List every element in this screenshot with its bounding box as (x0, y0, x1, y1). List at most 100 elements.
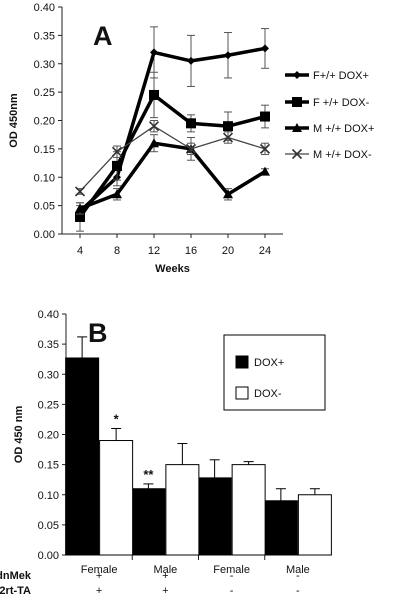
legend-entry: M +/+ DOX- (313, 149, 372, 161)
diamond-marker (293, 71, 301, 79)
y-tick-label: 0.15 (38, 460, 59, 472)
bar (131, 488, 166, 556)
legend-entry: DOX+ (254, 357, 284, 369)
bar (65, 357, 100, 556)
row-value: - (230, 570, 234, 582)
y-tick-label: 0.05 (34, 201, 55, 213)
x-marker (74, 186, 86, 197)
x-tick-label: 16 (185, 245, 197, 257)
x-tick-label: Male (153, 564, 177, 576)
x-marker (259, 143, 271, 154)
series-line (79, 125, 266, 192)
y-tick-label: 0.35 (38, 339, 59, 351)
x-tick-label: 20 (222, 245, 234, 257)
bar (263, 500, 298, 556)
triangle-marker (75, 203, 85, 213)
legend: F+/+ DOX+ F +/+ DOX- M +/+ DOX+ M +/+ DOX- (285, 70, 374, 161)
diamond-marker (187, 56, 195, 65)
diamond-marker (150, 48, 158, 57)
x-tick-label: 4 (77, 245, 83, 257)
y-tick-label: 0.35 (34, 30, 55, 42)
square-marker (292, 97, 302, 107)
square-marker (149, 89, 159, 100)
y-tick-label: 0.25 (38, 399, 59, 411)
legend: DOX+ DOX- (223, 334, 326, 411)
x-marker (222, 132, 234, 143)
legend-entry: F +/+ DOX- (313, 97, 370, 109)
x-tick-label: Female (213, 564, 250, 576)
series-line (78, 46, 266, 213)
x-tick-label: Female (81, 564, 118, 576)
series-3 (75, 134, 270, 215)
y-tick-label: 0.30 (34, 59, 55, 71)
row-value: - (296, 585, 300, 597)
triangle-marker (292, 123, 302, 132)
x-tick-label: 8 (114, 245, 120, 257)
y-tick-label: 0.00 (38, 550, 59, 562)
row-value: + (162, 585, 168, 597)
square-marker (186, 118, 196, 129)
panel-label: B (88, 318, 108, 348)
series-line (78, 93, 266, 219)
significance-marker: * (114, 411, 120, 426)
panel-label: A (93, 21, 113, 51)
x-tick-label: 24 (259, 245, 271, 257)
legend-swatch (235, 386, 249, 400)
x-marker (185, 143, 197, 154)
panel-a: 0.00 0.05 0.10 0.15 0.20 0.25 0.30 0.35 0.40 4 8 12… (8, 2, 374, 275)
y-tick-label: 0.00 (34, 229, 55, 241)
legend-entry: F+/+ DOX+ (313, 70, 369, 82)
x-marker (148, 121, 160, 132)
legend-entry: M +/+ DOX+ (313, 123, 374, 135)
y-tick-label: 0.30 (38, 369, 59, 381)
genotype-rows: dnMek + + - - CD2rt-TA + + - - (0, 570, 300, 597)
bar (297, 494, 332, 556)
significance-marker: ** (143, 467, 154, 482)
bar (231, 464, 266, 556)
y-tick-label: 0.40 (34, 2, 55, 14)
bar-series-1: ** (65, 336, 298, 556)
row-value: - (230, 585, 234, 597)
legend-entry: DOX- (254, 388, 282, 400)
triangle-marker (260, 166, 270, 176)
y-axis-title: OD 450 nm (13, 406, 25, 464)
row-label: dnMek (0, 570, 32, 582)
bar (165, 464, 200, 556)
bar (197, 477, 232, 556)
bar-series-2: * (99, 411, 332, 556)
square-marker (223, 121, 233, 132)
triangle-marker (149, 138, 159, 148)
x-tick-label: Male (286, 564, 310, 576)
row-label: CD2rt-TA (0, 585, 31, 597)
x-axis-title: Weeks (155, 263, 190, 275)
y-tick-label: 0.20 (34, 116, 55, 128)
legend-swatch (235, 355, 249, 369)
y-tick-label: 0.25 (34, 87, 55, 99)
y-axis-title: OD 450nm (8, 93, 20, 148)
x-marker (111, 146, 123, 157)
x-tick-label: 12 (148, 245, 160, 257)
triangle-marker (223, 189, 233, 199)
y-tick-label: 0.10 (34, 172, 55, 184)
x-marker (291, 148, 303, 160)
square-marker (260, 111, 270, 122)
row-value: + (96, 570, 102, 582)
diamond-marker (224, 51, 232, 60)
square-marker (112, 160, 122, 171)
series-line (79, 141, 266, 211)
series-4 (74, 120, 271, 197)
y-tick-label: 0.40 (38, 309, 59, 321)
row-value: - (296, 570, 300, 582)
row-value: + (162, 570, 168, 582)
square-marker (75, 211, 85, 222)
panel-b: 0.00 0.05 0.10 0.15 0.20 0.25 0.30 0.35 0.40 OD 4… (0, 309, 332, 597)
y-tick-label: 0.10 (38, 490, 59, 502)
y-tick-label: 0.05 (38, 520, 59, 532)
y-tick-label: 0.20 (38, 430, 59, 442)
diamond-marker (261, 44, 269, 53)
series-2 (75, 71, 270, 232)
triangle-marker (112, 189, 122, 199)
row-value: + (96, 585, 102, 597)
y-tick-label: 0.15 (34, 144, 55, 156)
